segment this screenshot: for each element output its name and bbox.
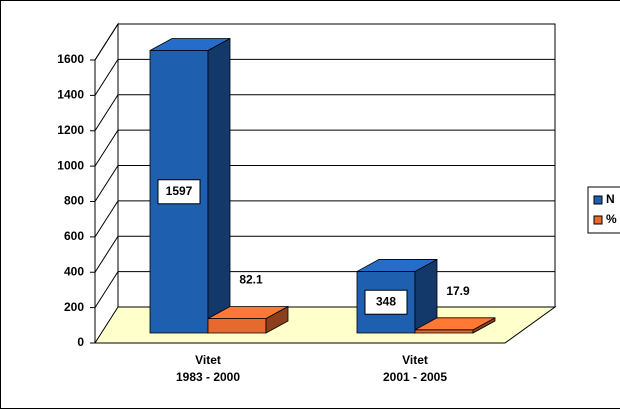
grid-line bbox=[94, 235, 119, 273]
bar bbox=[207, 305, 289, 334]
grid-line bbox=[94, 200, 119, 238]
bar-face bbox=[414, 329, 474, 334]
bar-face bbox=[207, 306, 289, 319]
legend-label: % bbox=[606, 212, 617, 226]
value-label-box bbox=[364, 289, 408, 315]
y-tick-label: 1400 bbox=[57, 88, 84, 102]
y-tick-label: 1200 bbox=[57, 123, 84, 137]
bar-face bbox=[356, 259, 438, 272]
x-tick-label: Vitet 1983 - 2000 bbox=[175, 353, 241, 384]
legend-swatch bbox=[593, 195, 603, 205]
legend-swatch bbox=[593, 215, 603, 225]
y-tick-label: 1600 bbox=[57, 52, 84, 66]
grid-line bbox=[94, 271, 119, 308]
bar-face bbox=[207, 37, 231, 334]
bar-face bbox=[149, 38, 231, 51]
y-tick-label: 400 bbox=[64, 264, 84, 278]
grid-line bbox=[94, 23, 119, 61]
y-tick-label: 1000 bbox=[57, 158, 84, 172]
y-tick-label: 0 bbox=[77, 335, 84, 349]
value-label: 1597 bbox=[166, 184, 193, 198]
y-tick-label: 600 bbox=[64, 229, 84, 243]
legend-label: N bbox=[606, 192, 615, 206]
grid-line bbox=[94, 59, 119, 96]
y-tick-label: 200 bbox=[64, 300, 84, 314]
grid-line bbox=[94, 165, 119, 202]
grid-line bbox=[94, 129, 119, 167]
value-label: 348 bbox=[376, 294, 396, 308]
grid-line bbox=[94, 94, 119, 132]
x-tick-label: Vitet 2001 - 2005 bbox=[382, 353, 448, 384]
bar-face bbox=[414, 317, 496, 331]
legend bbox=[587, 186, 620, 234]
value-label: 82.1 bbox=[239, 273, 263, 287]
y-tick-label: 800 bbox=[64, 194, 84, 208]
bar-face bbox=[207, 318, 267, 334]
bar bbox=[414, 317, 496, 334]
value-label-box bbox=[157, 179, 201, 205]
value-label: 17.9 bbox=[446, 284, 470, 298]
